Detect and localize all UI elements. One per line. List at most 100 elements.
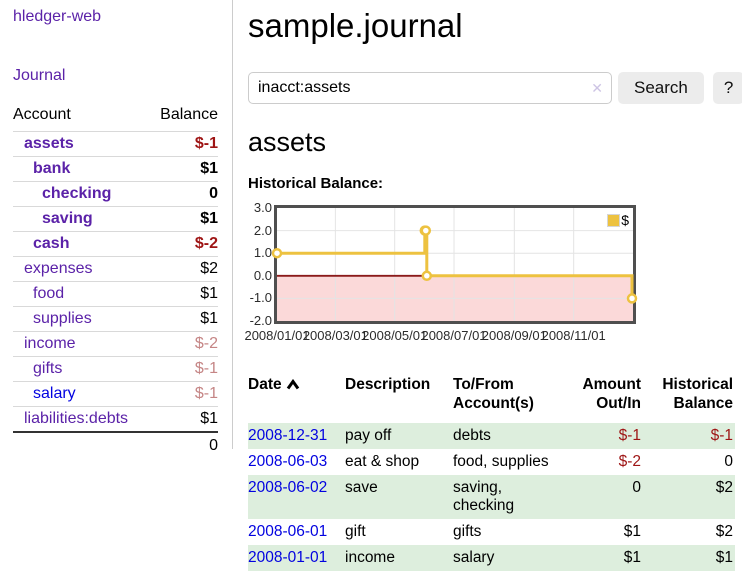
sidebar-account-cash[interactable]: cash: [33, 235, 70, 252]
register-col-date[interactable]: Date: [248, 373, 345, 423]
date-cell: 2008-06-02: [248, 475, 345, 519]
account-balance: $1: [149, 406, 218, 433]
date-cell: 2008-06-01: [248, 519, 345, 545]
account-balance: $1: [149, 306, 218, 332]
sort-asc-icon: [286, 378, 299, 390]
account-name-cell: assets: [13, 131, 150, 157]
account-balance: $-1: [149, 131, 218, 157]
historical-balance-chart: 3.0 2.0 1.0 0.0 -1.0 -2.0 $ 2008/01/01 2008/03…: [244, 200, 742, 346]
chart-title: Historical Balance:: [248, 175, 384, 192]
transaction-date-link[interactable]: 2008-06-01: [248, 523, 328, 540]
y-tick-label: -1.0: [249, 290, 272, 306]
register-header-row: Date Description To/From Account(s) Amount …: [248, 373, 735, 423]
legend-label: $: [621, 212, 629, 228]
x-tick-label: 2008/01/01: [244, 328, 310, 343]
account-row: checking 0: [13, 181, 218, 207]
account-name-cell: food: [13, 281, 150, 307]
sidebar-account-gifts[interactable]: gifts: [33, 360, 63, 377]
register-col-tofrom[interactable]: To/From Account(s): [453, 373, 573, 423]
accounts-header-row: Account Balance: [13, 106, 218, 132]
transaction-row: 2008-12-31 pay off debts $-1 $-1: [248, 423, 735, 449]
transaction-date-link[interactable]: 2008-06-02: [248, 479, 328, 496]
account-row: food $1: [13, 281, 218, 307]
x-tick-label: 2008/03/01: [302, 328, 368, 343]
sidebar-account-liabilities-debts[interactable]: liabilities:debts: [24, 410, 129, 427]
sidebar-account-supplies[interactable]: supplies: [33, 310, 92, 327]
balance-cell: $-1: [710, 427, 733, 444]
sidebar-account-salary[interactable]: salary: [33, 385, 76, 402]
y-tick-label: 2.0: [253, 222, 272, 238]
description-cell: income: [345, 549, 395, 566]
account-row: bank $1: [13, 156, 218, 182]
register-col-historical[interactable]: Historical Balance: [643, 373, 735, 423]
column-label: Date: [248, 376, 282, 393]
search-form: ✕ Search ?: [248, 72, 742, 104]
column-label: Description: [345, 376, 431, 393]
x-tick-label: 2008/09/01: [481, 328, 547, 343]
amount-cell: $-1: [618, 427, 641, 444]
account-row: saving $1: [13, 206, 218, 232]
accounts-cell: gifts: [453, 523, 482, 540]
sidebar-account-expenses[interactable]: expenses: [24, 260, 93, 277]
amount-cell: 0: [632, 479, 641, 496]
sidebar-account-bank[interactable]: bank: [33, 160, 71, 177]
search-input[interactable]: [248, 72, 612, 104]
sidebar-account-income[interactable]: income: [24, 335, 76, 352]
x-tick-label: 2008/07/01: [421, 328, 487, 343]
amount-cell: $1: [623, 549, 641, 566]
transaction-row: 2008-06-02 save saving, checking 0 $2: [248, 475, 735, 519]
sidebar: hledger-web Journal Account Balance asse…: [0, 0, 233, 459]
accounts-cell: saving, checking: [453, 479, 515, 514]
transaction-date-link[interactable]: 2008-01-01: [248, 549, 328, 566]
search-button[interactable]: Search: [618, 72, 704, 104]
account-heading: assets: [248, 127, 327, 157]
account-row: salary $-1: [13, 381, 218, 407]
column-label: To/From Account(s): [453, 376, 534, 412]
description-cell: save: [345, 479, 378, 496]
account-balance: $1: [149, 206, 218, 232]
search-box: ✕: [248, 72, 612, 104]
amount-cell: $1: [623, 523, 641, 540]
accounts-cell: debts: [453, 427, 491, 444]
chart-plot-area: $: [271, 205, 638, 324]
account-row: liabilities:debts $1: [13, 406, 218, 433]
date-cell: 2008-06-03: [248, 449, 345, 475]
account-balance: $-2: [149, 331, 218, 357]
accounts-header-balance: Balance: [149, 106, 218, 132]
help-button[interactable]: ?: [712, 72, 742, 104]
sidebar-account-saving[interactable]: saving: [42, 210, 93, 227]
description-cell: pay off: [345, 427, 392, 444]
chart-legend: $: [606, 211, 630, 229]
description-cell: gift: [345, 523, 366, 540]
account-balance: $1: [149, 156, 218, 182]
account-name-cell: expenses: [13, 256, 150, 282]
transaction-date-link[interactable]: 2008-06-03: [248, 453, 328, 470]
account-balance: $-1: [149, 381, 218, 407]
account-name-cell: gifts: [13, 356, 150, 382]
register-col-amount[interactable]: Amount Out/In: [573, 373, 643, 423]
y-tick-label: -2.0: [249, 313, 272, 328]
sidebar-account-food[interactable]: food: [33, 285, 65, 302]
balance-cell: $2: [715, 523, 733, 540]
account-balance: 0: [149, 181, 218, 207]
accounts-header-account: Account: [13, 106, 150, 132]
account-row: expenses $2: [13, 256, 218, 282]
account-row: gifts $-1: [13, 356, 218, 382]
transaction-row: 2008-01-01 income salary $1 $1: [248, 545, 735, 571]
account-balance: $2: [149, 256, 218, 282]
transaction-date-link[interactable]: 2008-12-31: [248, 427, 328, 444]
register-col-description[interactable]: Description: [345, 373, 453, 423]
amount-cell: $-2: [618, 453, 641, 470]
sidebar-item-journal[interactable]: Journal: [13, 67, 66, 84]
accounts-cell: salary: [453, 549, 495, 566]
brand-link[interactable]: hledger-web: [13, 8, 102, 25]
sidebar-account-checking[interactable]: checking: [42, 185, 112, 202]
y-tick-label: 3.0: [253, 200, 272, 215]
clear-search-icon[interactable]: ✕: [591, 80, 603, 96]
account-name-cell: saving: [13, 206, 150, 232]
account-balance: $-2: [149, 231, 218, 257]
sidebar-account-assets[interactable]: assets: [24, 135, 74, 152]
y-tick-label: 1.0: [253, 245, 272, 261]
account-balance: $-1: [149, 356, 218, 382]
